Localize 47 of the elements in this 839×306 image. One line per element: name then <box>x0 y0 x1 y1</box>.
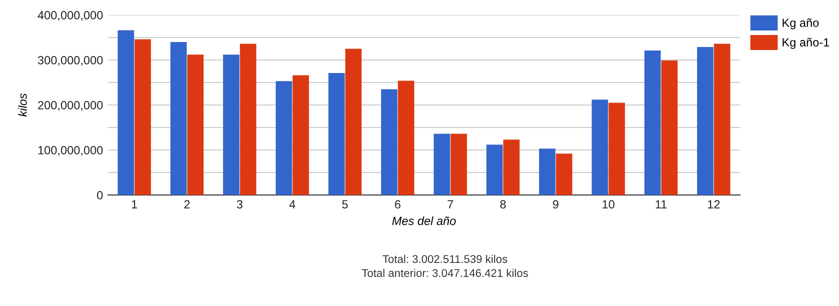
x-tick-label: 3 <box>236 200 242 209</box>
bar <box>486 144 503 195</box>
x-tick-label: 12 <box>708 200 720 208</box>
legend-label: Kg año <box>782 18 819 30</box>
y-tick-label: 200,000,000 <box>38 101 103 111</box>
bar <box>398 80 414 195</box>
bar <box>381 89 398 195</box>
bar <box>240 44 256 195</box>
bar <box>644 50 661 195</box>
bar <box>539 148 556 195</box>
bar <box>345 48 362 195</box>
x-axis-title: Mes del año <box>392 216 456 226</box>
x-tick-label: 5 <box>342 200 348 209</box>
bar <box>223 54 240 195</box>
bar <box>661 60 678 195</box>
bar <box>434 134 450 195</box>
x-tick-label: 4 <box>289 200 296 208</box>
bar <box>503 140 520 195</box>
legend-label: Kg año-1 <box>782 38 830 49</box>
bar <box>187 54 204 195</box>
x-tick-label: 6 <box>394 200 400 209</box>
bar <box>714 44 730 195</box>
text: Total: 3.002.511.539 kilos <box>382 254 508 263</box>
text: Total anterior: 3.047.146.421 kilos <box>362 268 528 277</box>
x-tick-label: 9 <box>552 200 558 209</box>
bar <box>556 154 572 195</box>
y-tick-label: 300,000,000 <box>38 56 103 66</box>
bar <box>608 102 625 195</box>
y-tick-label: 0 <box>97 191 103 200</box>
bar <box>134 39 151 195</box>
x-tick-label: 2 <box>184 200 190 208</box>
x-tick-label: 7 <box>448 200 454 208</box>
x-tick-label: 1 <box>132 200 138 208</box>
x-tick-label: 10 <box>602 200 614 209</box>
y-axis-title: kilos <box>18 93 27 117</box>
y-tick-label: 100,000,000 <box>38 146 103 156</box>
bar <box>170 42 187 195</box>
bar <box>697 46 714 195</box>
y-tick-label: 400,000,000 <box>38 11 103 21</box>
bar <box>450 134 467 195</box>
bar <box>118 30 134 195</box>
bar <box>328 73 345 195</box>
bar <box>592 100 608 195</box>
bar <box>276 81 292 195</box>
bar <box>292 75 309 195</box>
x-tick-label: 11 <box>656 200 667 208</box>
x-tick-label: 8 <box>500 200 506 209</box>
